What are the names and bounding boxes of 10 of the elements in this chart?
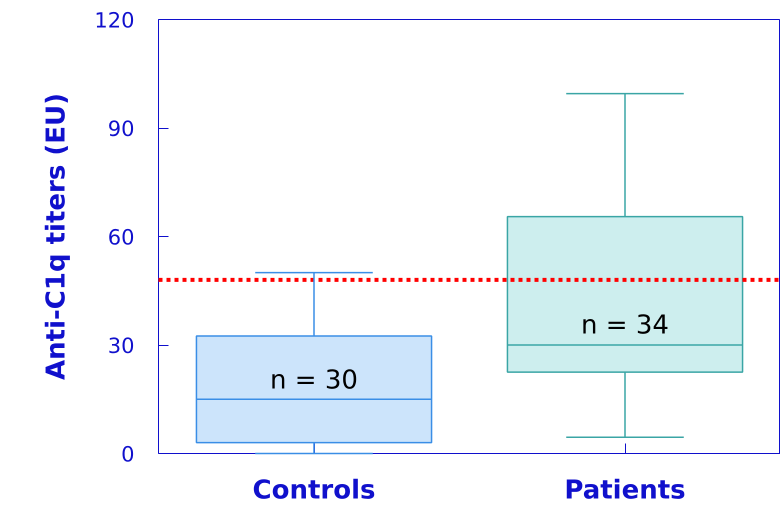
y-tick-label: 120 bbox=[94, 8, 135, 32]
y-axis-title: Anti-C1q titers (EU) bbox=[41, 92, 72, 380]
annotation: n = 34 bbox=[581, 310, 669, 340]
x-tick-label: Controls bbox=[252, 476, 376, 506]
x-tick-label: Patients bbox=[564, 476, 686, 506]
y-tick-label: 90 bbox=[108, 117, 135, 141]
y-tick-label: 30 bbox=[108, 334, 135, 358]
y-tick-label: 60 bbox=[108, 226, 135, 250]
y-tick-label: 0 bbox=[121, 442, 135, 466]
annotation: n = 30 bbox=[270, 366, 358, 396]
